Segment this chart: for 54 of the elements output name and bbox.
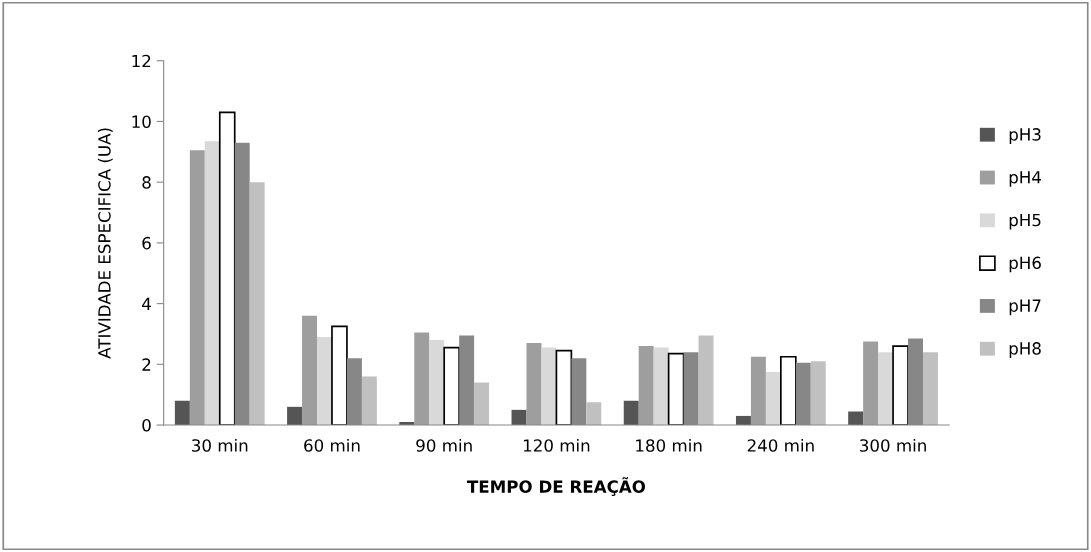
bar (765, 371, 781, 426)
y-tick-label: 10 (132, 115, 151, 129)
x-axis-title: TEMPO DE REAÇÃO (467, 477, 646, 496)
y-tick-label: 4 (142, 297, 151, 310)
legend-label: pH3 (1009, 128, 1041, 144)
bar (174, 400, 190, 426)
bar (429, 340, 445, 426)
y-tick-label: 2 (142, 358, 151, 371)
bar (361, 376, 377, 426)
bar (638, 346, 654, 426)
bar (204, 141, 220, 426)
bar (698, 335, 714, 426)
x-tick-label: 60 min (304, 438, 360, 452)
bar (287, 406, 303, 426)
x-tick-label: 120 min (523, 438, 590, 452)
bar (189, 150, 205, 426)
bar (922, 352, 938, 426)
x-tick-label: 240 min (747, 438, 814, 452)
x-tick-label: 30 min (192, 438, 248, 452)
legend-label: pH6 (1009, 256, 1041, 273)
y-tick-label: 0 (142, 419, 151, 432)
y-tick-label: 12 (132, 54, 151, 68)
legend-label: pH5 (1009, 213, 1041, 230)
y-tick-label: 6 (142, 236, 151, 250)
bar (474, 382, 490, 426)
bar (331, 325, 348, 426)
bar (750, 356, 766, 426)
bar (555, 349, 573, 426)
bar (878, 352, 894, 426)
bar (317, 337, 332, 426)
bar (302, 315, 318, 426)
bar (249, 182, 265, 426)
bar (848, 411, 864, 426)
x-tick-label: 300 min (860, 438, 926, 452)
bar (667, 352, 685, 426)
bar (218, 111, 236, 426)
x-tick-label: 180 min (636, 438, 702, 452)
bar (810, 361, 826, 426)
bar (414, 332, 430, 426)
legend-label: pH4 (1009, 171, 1041, 187)
bar (586, 402, 602, 426)
bar (780, 355, 797, 426)
legend-label: pH8 (1009, 342, 1041, 358)
legend-label: pH7 (1009, 299, 1041, 316)
bar (526, 343, 542, 426)
bar (892, 345, 909, 426)
bar (541, 347, 557, 426)
bar (863, 341, 879, 426)
bar (623, 400, 639, 426)
y-axis-title: ATIVIDADE ESPECIFICA (UA) (97, 128, 113, 359)
bar (653, 347, 669, 426)
y-tick-label: 8 (142, 176, 151, 189)
bar (443, 346, 460, 426)
x-tick-label: 90 min (416, 438, 472, 452)
